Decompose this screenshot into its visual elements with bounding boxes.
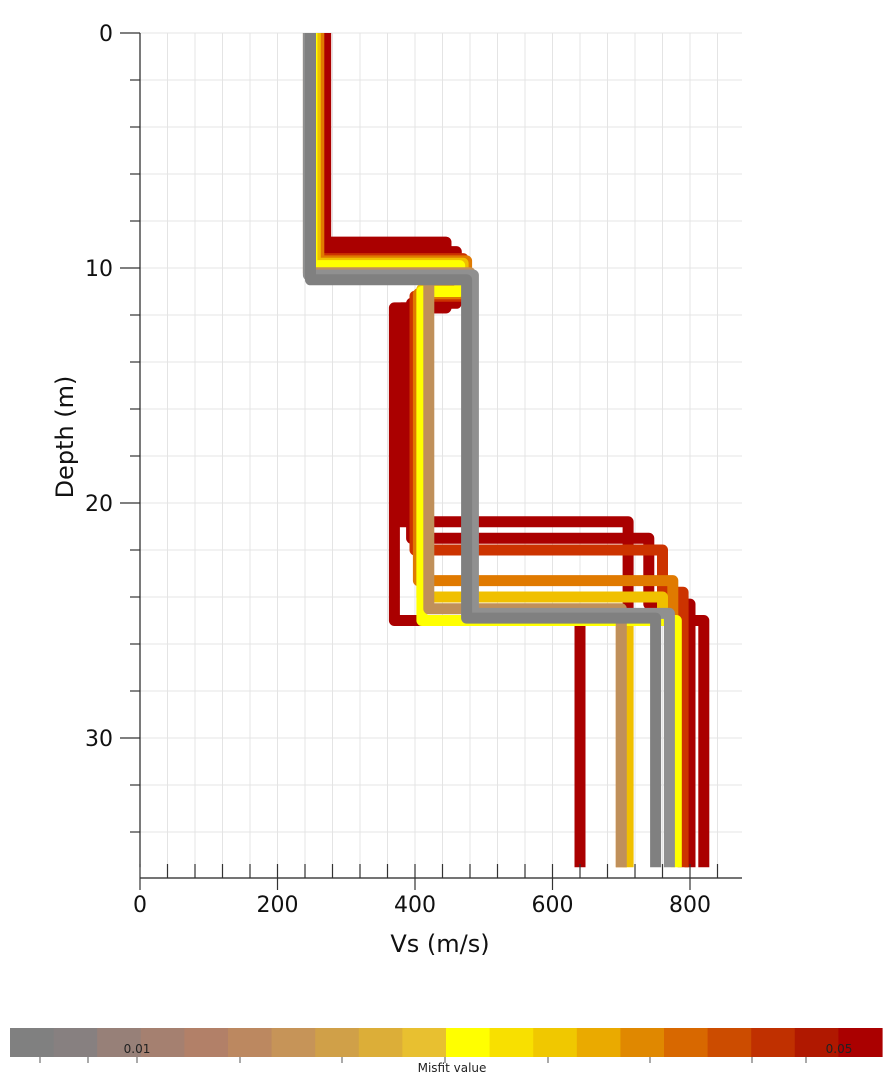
colorbar-swatch: [707, 1028, 752, 1057]
colorbar-swatch: [794, 1028, 839, 1057]
colorbar-swatch: [838, 1028, 883, 1057]
colorbar-tick-label: 0.01: [124, 1042, 151, 1056]
colorbar-swatch: [664, 1028, 709, 1057]
colorbar-swatch: [140, 1028, 185, 1057]
x-tick-label: 0: [133, 893, 147, 918]
colorbar: 0.01 0.05: [10, 1028, 883, 1063]
colorbar-title: Misfit value: [418, 1061, 487, 1075]
profile-line-3: [309, 33, 696, 868]
colorbar-swatch: [228, 1028, 273, 1057]
profile-line-1: [320, 33, 586, 868]
profile-line-10: [305, 33, 662, 868]
y-axis-title: Depth (m): [51, 376, 79, 499]
profile-line-6: [309, 33, 668, 868]
x-tick-label: 800: [669, 893, 711, 918]
y-tick-label: 20: [85, 492, 113, 517]
colorbar-swatch: [315, 1028, 360, 1057]
axes: [139, 33, 742, 879]
profile-series: [302, 33, 710, 868]
y-tick-label: 0: [99, 22, 113, 47]
profile-line-2: [320, 33, 710, 868]
y-tick-label: 10: [85, 257, 113, 282]
colorbar-tick-label: 0.05: [826, 1042, 853, 1056]
profile-line-9: [302, 33, 675, 868]
colorbar-swatch: [576, 1028, 621, 1057]
colorbar-swatch: [10, 1028, 55, 1057]
x-axis-title: Vs (m/s): [390, 930, 489, 958]
colorbar-swatch: [97, 1028, 142, 1057]
colorbar-swatch: [489, 1028, 534, 1057]
x-tick-label: 400: [394, 893, 436, 918]
colorbar-swatch: [53, 1028, 98, 1057]
y-tick-label: 30: [85, 727, 113, 752]
colorbar-swatch: [446, 1028, 491, 1057]
x-tick-label: 600: [532, 893, 574, 918]
x-tick-label: 200: [257, 893, 299, 918]
colorbar-swatch: [533, 1028, 578, 1057]
ticks: 0 10 20 30 0 200 400 600 800: [85, 22, 719, 918]
colorbar-swatch: [751, 1028, 796, 1057]
colorbar-swatch: [620, 1028, 665, 1057]
colorbar-swatch: [358, 1028, 403, 1057]
colorbar-swatch: [271, 1028, 316, 1057]
colorbar-swatch: [184, 1028, 229, 1057]
colorbar-swatch: [402, 1028, 447, 1057]
